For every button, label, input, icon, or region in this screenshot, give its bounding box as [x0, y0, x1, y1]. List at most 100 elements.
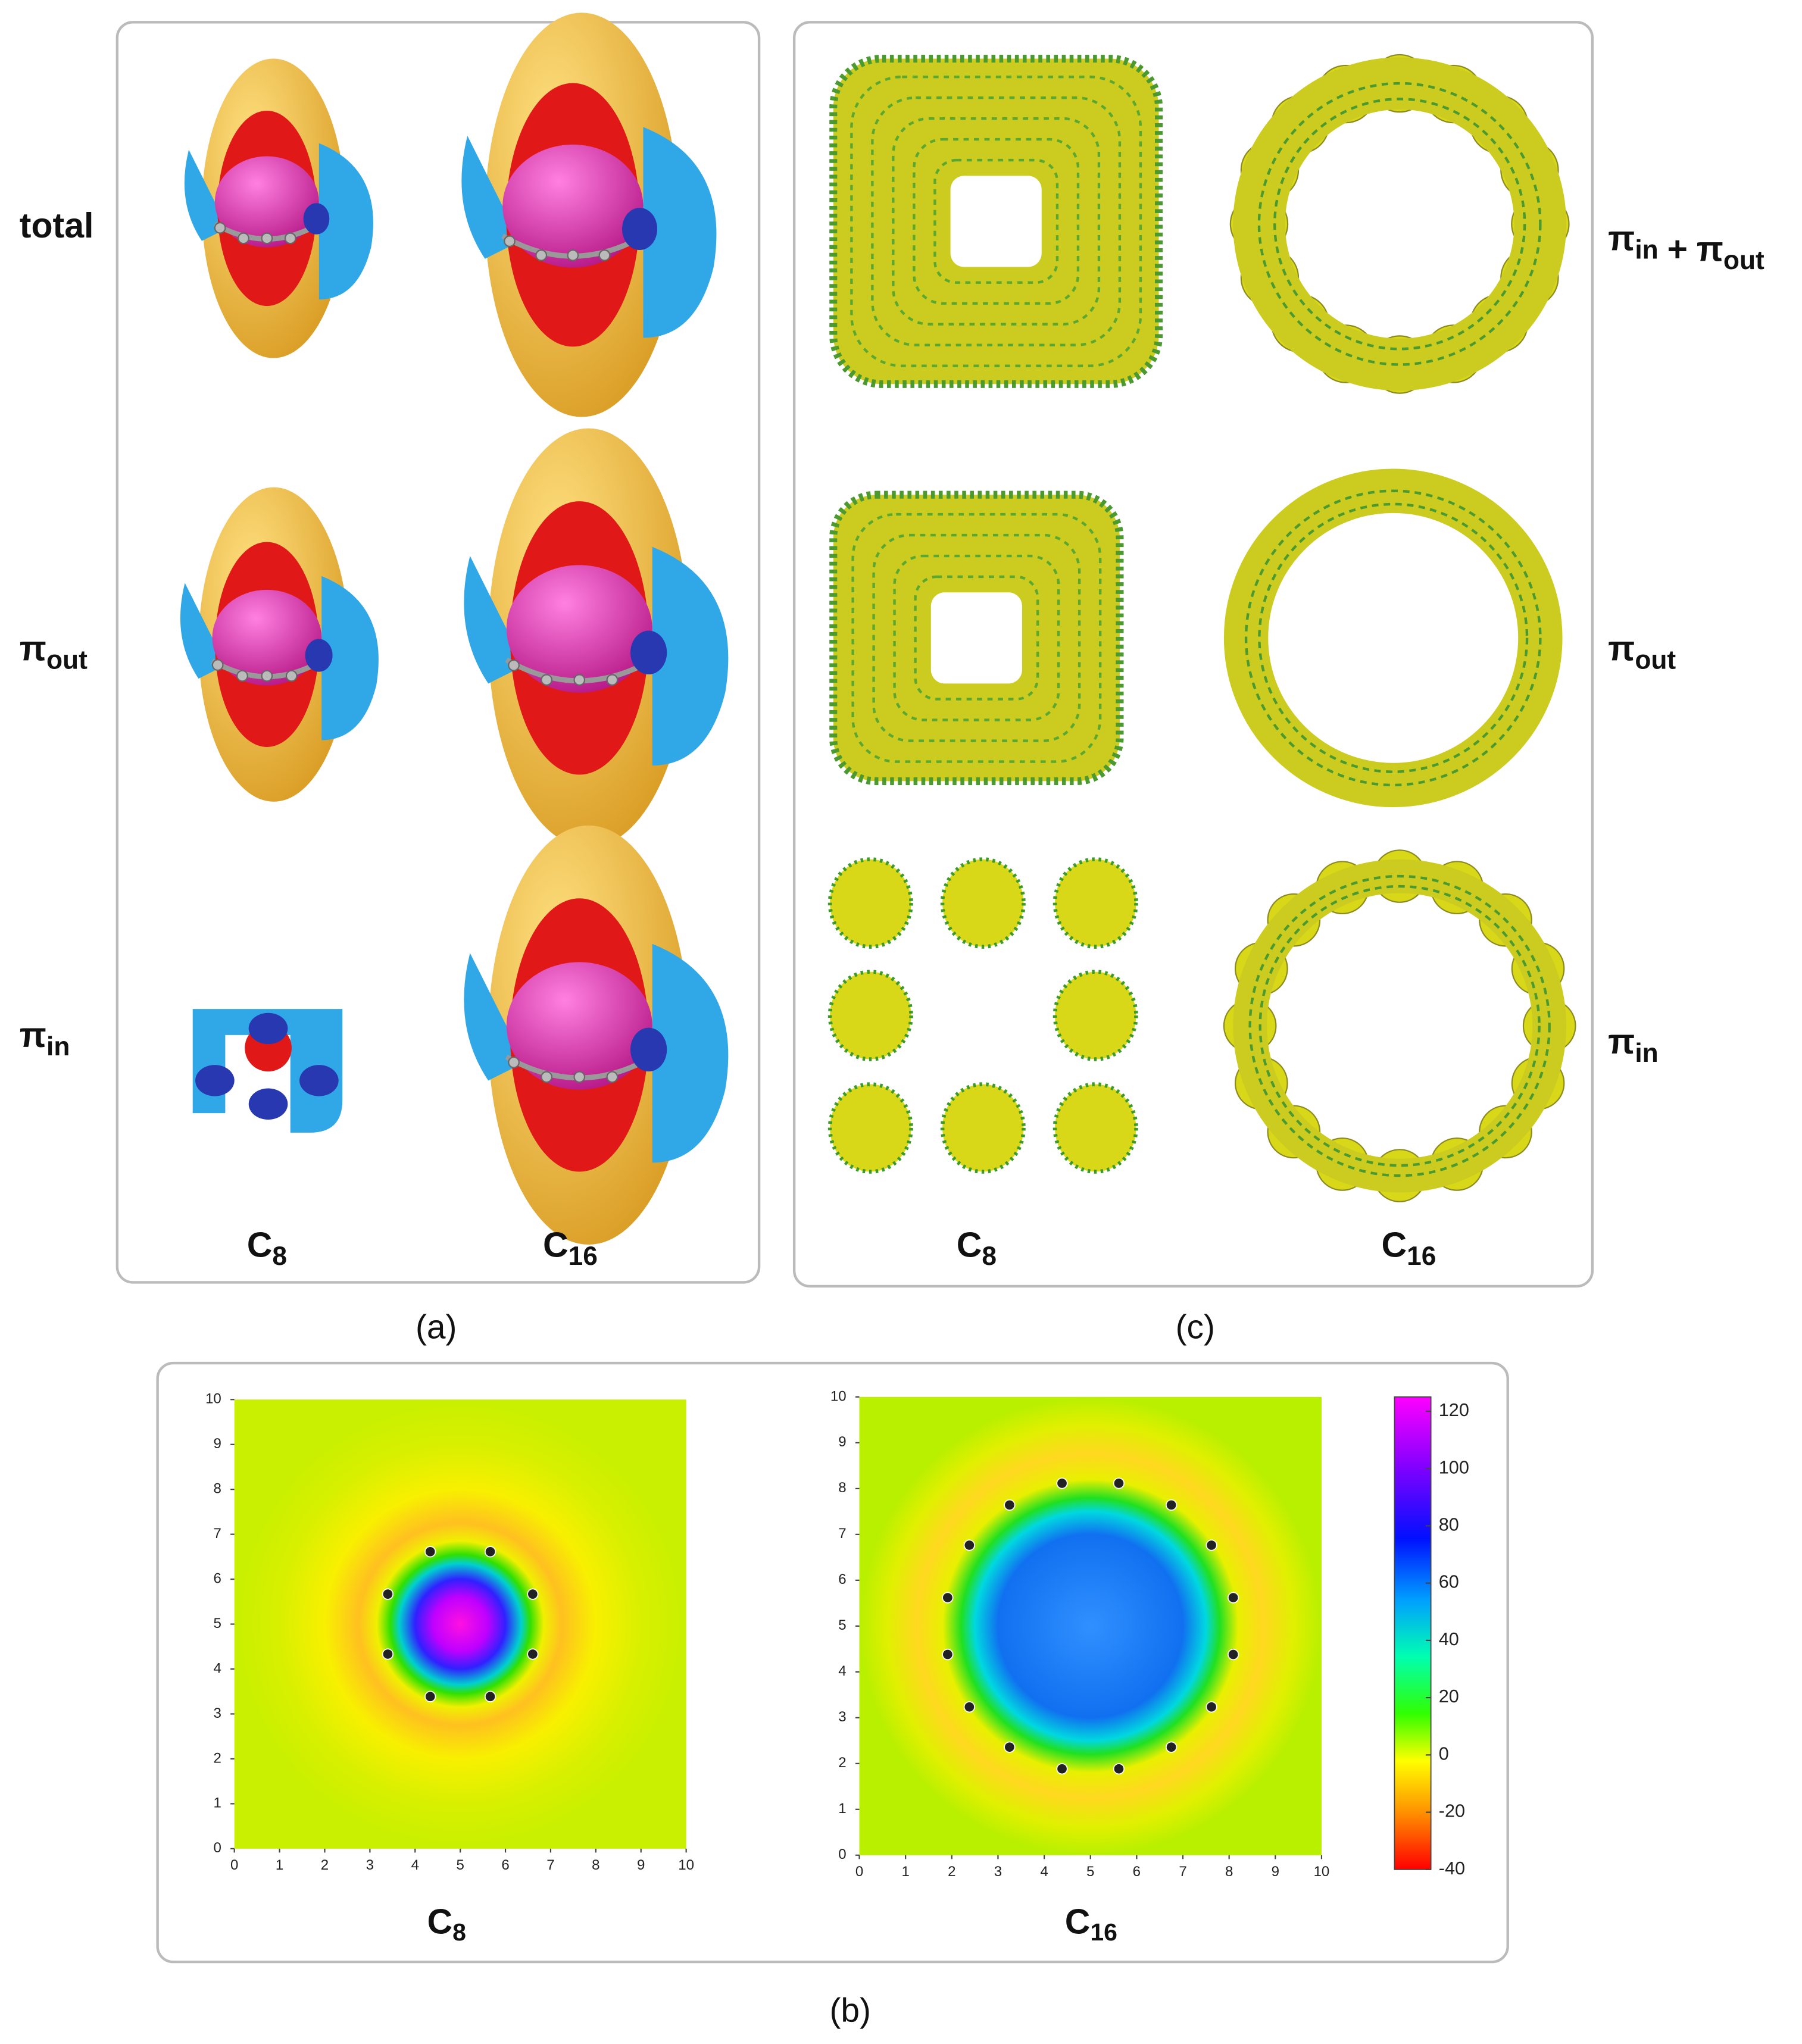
contour-map [859, 1396, 1322, 1855]
y-tick-label: 4 [838, 1663, 846, 1679]
atom-marker [1165, 1499, 1178, 1511]
atom-marker [1004, 1499, 1016, 1511]
atom-marker [1227, 1592, 1239, 1604]
atom-marker [1113, 1763, 1125, 1775]
row-label: πin [1608, 1022, 1659, 1068]
colorbar [1394, 1396, 1432, 1870]
current-vector [1258, 885, 1541, 1167]
y-tick-label: 5 [213, 1615, 221, 1632]
x-tick-label: 9 [637, 1857, 645, 1873]
lobe-navy [299, 1065, 339, 1096]
x-tick-label: 1 [276, 1857, 283, 1873]
current-vector [1244, 489, 1542, 787]
atom [261, 670, 273, 682]
atom [598, 249, 611, 261]
current-density [829, 490, 1124, 785]
label-base: C [247, 1225, 273, 1264]
atom [541, 674, 553, 686]
label-base: C [1065, 1902, 1091, 1941]
x-tick-label: 3 [366, 1857, 374, 1873]
atom [504, 235, 516, 248]
panel-a-frame [115, 21, 761, 1284]
y-tick-label: 3 [213, 1705, 221, 1721]
atom-marker [1056, 1477, 1068, 1489]
isosurface [461, 12, 717, 417]
density-lobe [940, 857, 1026, 949]
x-tick-label: 10 [1314, 1864, 1330, 1880]
isosurface [464, 428, 729, 848]
shell-blue [184, 143, 373, 300]
ring-hole [930, 592, 1022, 684]
lobe-navy [630, 1027, 667, 1072]
density-lobe [1053, 857, 1138, 949]
x-tick-label: 5 [1086, 1864, 1094, 1880]
current-vector [893, 554, 1060, 721]
row-label: total [20, 205, 94, 245]
density-ring [1233, 859, 1567, 1193]
contour-map [234, 1399, 686, 1849]
atom-marker [1004, 1741, 1016, 1753]
row-label: πin + πout [1608, 218, 1764, 275]
atom [606, 1071, 619, 1083]
y-tick-label: 7 [838, 1526, 846, 1542]
label-subscript: in [46, 1032, 70, 1061]
atom [606, 674, 619, 686]
atom-marker [484, 1546, 496, 1558]
isosurface [464, 825, 729, 1245]
colorbar-tick-label: 100 [1439, 1457, 1469, 1477]
density-lobe [827, 1082, 913, 1174]
x-tick-label: 1 [901, 1864, 909, 1880]
x-tick-label: 5 [456, 1857, 464, 1873]
density-ring [1233, 57, 1567, 391]
plot-label: C8 [427, 1902, 466, 1946]
atom [567, 249, 579, 261]
atom [236, 670, 248, 682]
colorbar-tick-label: -20 [1439, 1801, 1465, 1821]
label-subscript: out [46, 645, 88, 674]
label-subscript: 16 [1090, 1918, 1117, 1946]
row-label: πout [1608, 629, 1676, 674]
y-tick-label: 7 [213, 1526, 221, 1542]
label-subscript: out [1635, 645, 1676, 674]
colorbar-tick-label: 80 [1439, 1515, 1459, 1535]
y-tick-label: 10 [205, 1391, 221, 1407]
current-vector [892, 117, 1101, 326]
y-tick-label: 0 [213, 1840, 221, 1856]
current-vector [872, 533, 1081, 742]
core-magenta [212, 589, 322, 686]
x-tick-label: 0 [855, 1864, 863, 1880]
label-subscript: 16 [569, 1242, 598, 1271]
y-tick-label: 1 [838, 1801, 846, 1817]
atom-marker [1206, 1701, 1217, 1713]
density-lobe [940, 1082, 1026, 1174]
atom-marker [1165, 1741, 1178, 1753]
y-tick-label: 9 [838, 1434, 846, 1450]
label-subscript: 8 [982, 1242, 997, 1271]
y-tick-label: 6 [213, 1570, 221, 1586]
density-lobe [827, 970, 913, 1061]
row-label: πin [20, 1015, 70, 1061]
caption: (c) [1176, 1308, 1215, 1346]
y-tick-label: 6 [838, 1571, 846, 1587]
current-vector [1248, 874, 1551, 1177]
current-density [1223, 849, 1576, 1202]
x-tick-label: 8 [592, 1857, 599, 1873]
atom-marker [424, 1546, 436, 1558]
label-subscript: 16 [1407, 1242, 1436, 1271]
core-magenta [502, 144, 644, 268]
lobe-navy [195, 1065, 235, 1096]
x-tick-label: 7 [1179, 1864, 1186, 1880]
atom-marker [963, 1701, 975, 1713]
current-vector [850, 75, 1142, 367]
label-base: π [20, 629, 46, 668]
atom-marker [1113, 1477, 1125, 1489]
atom-marker [527, 1648, 539, 1660]
current-vector [1258, 502, 1529, 773]
y-tick-label: 8 [838, 1480, 846, 1496]
label-subscript: out [1723, 246, 1764, 275]
atom-marker [424, 1690, 436, 1702]
label-base: C [957, 1225, 982, 1264]
density-lobe [1053, 970, 1138, 1061]
x-tick-label: 0 [230, 1857, 238, 1873]
